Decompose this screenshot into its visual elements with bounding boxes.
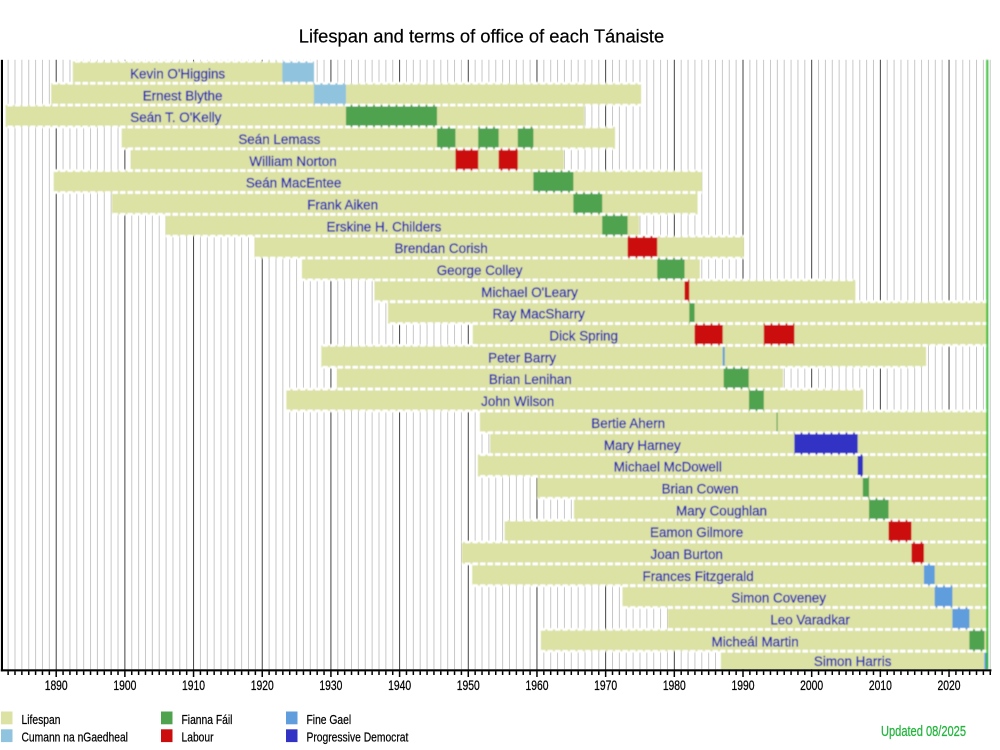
svg-text:Simon Coveney: Simon Coveney — [731, 591, 827, 607]
svg-text:1980: 1980 — [663, 677, 686, 693]
svg-text:Seán T. O'Kelly: Seán T. O'Kelly — [130, 110, 222, 126]
svg-text:Ray MacSharry: Ray MacSharry — [492, 307, 585, 323]
svg-text:Lifespan: Lifespan — [22, 712, 61, 727]
svg-text:Eamon Gilmore: Eamon Gilmore — [650, 525, 743, 541]
svg-text:Seán Lemass: Seán Lemass — [238, 132, 320, 148]
svg-text:Michael O'Leary: Michael O'Leary — [481, 285, 578, 301]
svg-text:Frank Aiken: Frank Aiken — [307, 197, 378, 213]
svg-text:Brian Cowen: Brian Cowen — [662, 481, 739, 497]
svg-text:Mary Harney: Mary Harney — [604, 438, 682, 454]
svg-text:Ernest Blythe: Ernest Blythe — [143, 88, 223, 104]
svg-text:Fine Gael: Fine Gael — [307, 712, 352, 727]
svg-text:George Colley: George Colley — [437, 263, 524, 279]
svg-text:Frances Fitzgerald: Frances Fitzgerald — [643, 569, 754, 585]
svg-text:Mary Coughlan: Mary Coughlan — [676, 503, 767, 519]
svg-text:1890: 1890 — [45, 677, 68, 693]
svg-text:1920: 1920 — [251, 677, 274, 693]
svg-text:1960: 1960 — [525, 677, 548, 693]
svg-text:2020: 2020 — [938, 677, 961, 693]
svg-text:2010: 2010 — [869, 677, 892, 693]
svg-text:Erskine H. Childers: Erskine H. Childers — [327, 219, 442, 235]
svg-text:1930: 1930 — [319, 677, 342, 693]
svg-text:Brian Lenihan: Brian Lenihan — [489, 372, 572, 388]
svg-text:1910: 1910 — [182, 677, 205, 693]
svg-text:Labour: Labour — [182, 730, 215, 745]
svg-text:Leo Varadkar: Leo Varadkar — [770, 613, 850, 629]
svg-text:Joan Burton: Joan Burton — [651, 547, 723, 563]
svg-text:Updated 08/2025: Updated 08/2025 — [881, 723, 966, 740]
svg-text:2000: 2000 — [800, 677, 823, 693]
svg-text:John Wilson: John Wilson — [481, 394, 554, 410]
svg-text:Brendan Corish: Brendan Corish — [394, 241, 487, 257]
svg-text:Peter Barry: Peter Barry — [488, 350, 557, 366]
svg-text:Bertie Ahern: Bertie Ahern — [591, 416, 665, 432]
svg-text:Fianna Fáil: Fianna Fáil — [182, 712, 233, 727]
svg-text:William Norton: William Norton — [249, 154, 336, 170]
svg-text:Cumann na nGaedheal: Cumann na nGaedheal — [22, 730, 129, 745]
svg-text:1940: 1940 — [388, 677, 411, 693]
svg-text:1990: 1990 — [732, 677, 755, 693]
svg-text:Kevin O'Higgins: Kevin O'Higgins — [130, 66, 225, 82]
svg-text:Michael McDowell: Michael McDowell — [614, 460, 722, 476]
svg-text:Lifespan and terms of office o: Lifespan and terms of office of each Tán… — [299, 26, 664, 46]
svg-text:Dick Spring: Dick Spring — [549, 329, 618, 345]
svg-text:Progressive Democrat: Progressive Democrat — [307, 730, 409, 745]
svg-text:Seán MacEntee: Seán MacEntee — [246, 176, 342, 192]
svg-text:1970: 1970 — [594, 677, 617, 693]
svg-text:1950: 1950 — [457, 677, 480, 693]
svg-text:1900: 1900 — [113, 677, 136, 693]
svg-text:Simon Harris: Simon Harris — [814, 654, 892, 670]
svg-text:Micheál Martin: Micheál Martin — [712, 634, 799, 650]
